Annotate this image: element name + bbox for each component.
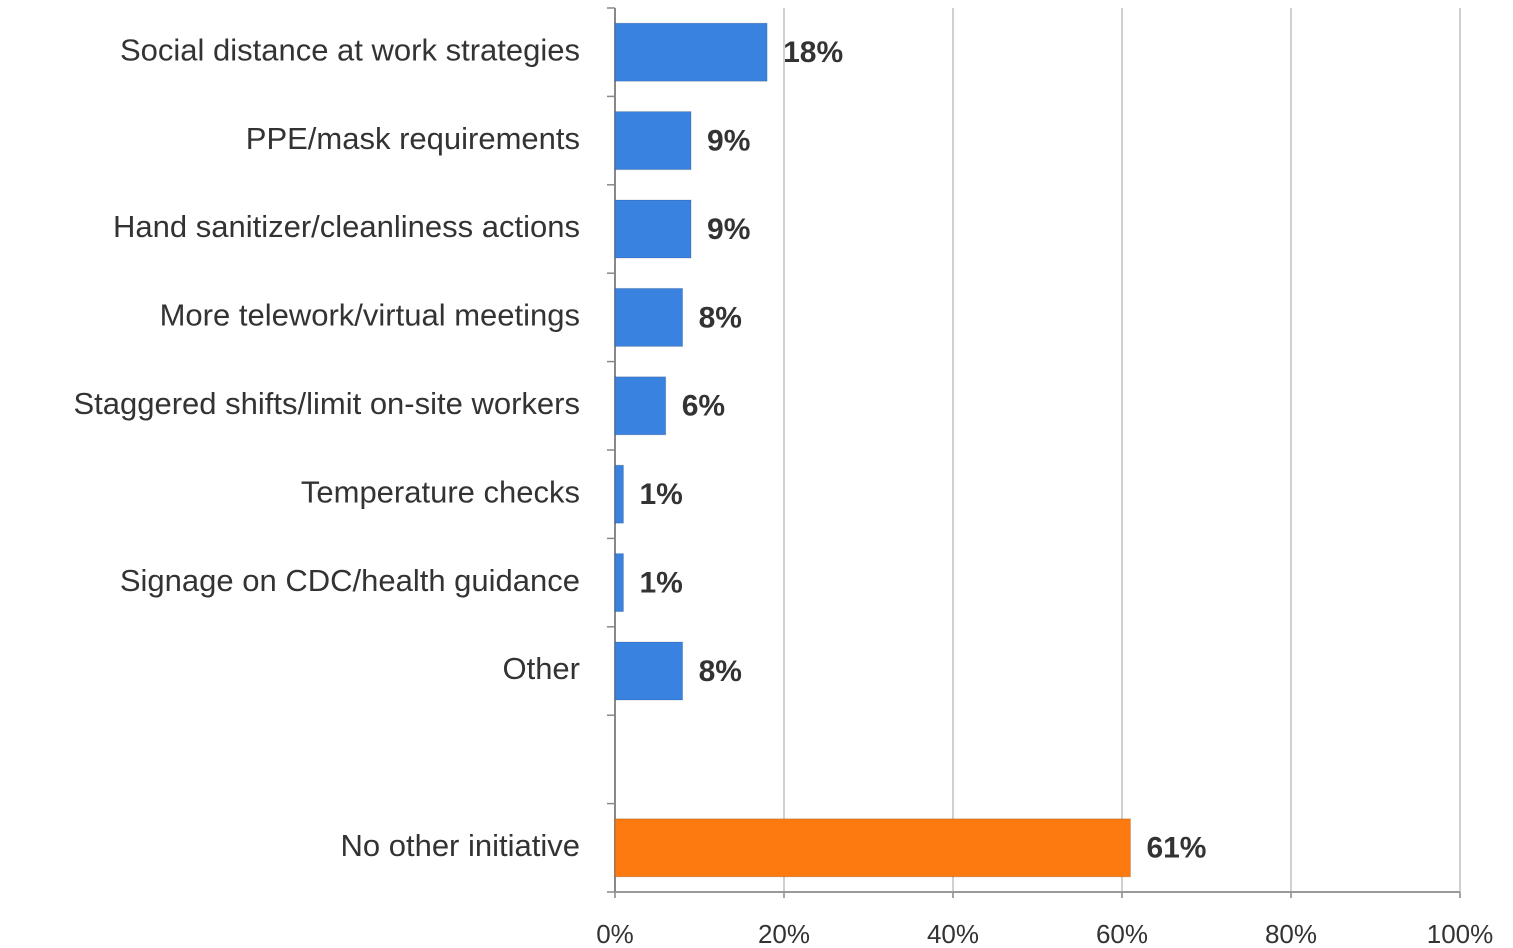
data-label: 18% xyxy=(783,36,843,69)
data-label: 8% xyxy=(699,301,742,334)
category-label: Signage on CDC/health guidance xyxy=(120,563,580,598)
x-tick-label: 40% xyxy=(927,919,979,948)
bar xyxy=(614,818,1131,878)
bar xyxy=(614,22,768,82)
category-label: Other xyxy=(502,651,580,686)
data-label: 9% xyxy=(707,125,750,158)
bar xyxy=(614,641,684,701)
data-label: 1% xyxy=(639,478,682,511)
bar xyxy=(614,464,624,524)
data-label: 8% xyxy=(699,655,742,688)
category-label: Social distance at work strategies xyxy=(120,32,580,67)
x-tick-label: 60% xyxy=(1096,919,1148,948)
x-tick-label: 100% xyxy=(1427,919,1494,948)
category-label: Temperature checks xyxy=(301,474,580,509)
data-label: 1% xyxy=(639,567,682,600)
data-label: 61% xyxy=(1146,832,1206,865)
category-label: More telework/virtual meetings xyxy=(160,298,580,333)
bar xyxy=(614,376,667,436)
x-tick-label: 0% xyxy=(596,919,634,948)
bar xyxy=(614,553,624,613)
category-label: PPE/mask requirements xyxy=(246,121,580,156)
bar xyxy=(614,199,692,259)
data-label: 9% xyxy=(707,213,750,246)
category-label: Staggered shifts/limit on-site workers xyxy=(73,386,580,421)
bar xyxy=(614,287,684,347)
x-tick-label: 20% xyxy=(758,919,810,948)
category-label: No other initiative xyxy=(340,828,580,863)
data-label: 6% xyxy=(682,390,725,423)
bar xyxy=(614,111,692,171)
x-tick-label: 80% xyxy=(1265,919,1317,948)
category-label: Hand sanitizer/cleanliness actions xyxy=(113,209,580,244)
